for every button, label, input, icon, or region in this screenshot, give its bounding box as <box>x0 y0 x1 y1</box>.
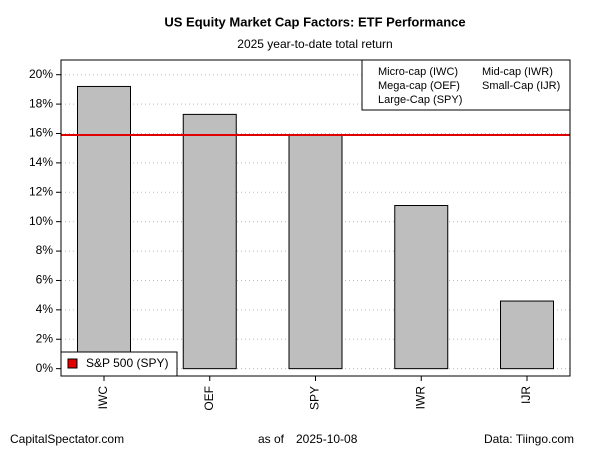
legend-label: S&P 500 (SPY) <box>86 356 169 370</box>
footer-as-of: as of <box>258 432 285 446</box>
legend-box <box>60 351 178 377</box>
y-tick-label: 0% <box>36 361 54 375</box>
y-tick-label: 4% <box>36 302 54 316</box>
legend-swatch <box>67 358 78 369</box>
footer-date: 2025-10-08 <box>296 432 358 446</box>
legend-note: Small-Cap (IJR) <box>482 80 560 92</box>
y-tick-label: 8% <box>36 243 54 257</box>
chart-title: US Equity Market Cap Factors: ETF Perfor… <box>164 14 465 29</box>
bar <box>77 85 131 370</box>
y-tick-label: 20% <box>29 67 53 81</box>
legend-note: Micro-cap (IWC) <box>378 66 458 78</box>
footer-data: Data: Tiingo.com <box>484 432 574 446</box>
x-tick-label: IJR <box>519 386 533 404</box>
y-tick-label: 14% <box>29 155 53 169</box>
y-tick-label: 12% <box>29 184 53 198</box>
bar <box>500 300 554 370</box>
chart-subtitle: 2025 year-to-date total return <box>237 37 392 51</box>
y-tick-label: 2% <box>36 331 54 345</box>
y-tick-label: 18% <box>29 96 53 110</box>
legend-box <box>361 59 571 111</box>
y-tick-label: 6% <box>36 273 54 287</box>
x-tick-label: OEF <box>202 386 216 411</box>
x-tick-label: IWR <box>413 386 427 410</box>
bar <box>394 205 449 370</box>
plot-frame <box>60 59 571 377</box>
legend-note: Large-Cap (SPY) <box>378 94 462 106</box>
y-tick-label: 16% <box>29 126 53 140</box>
bar <box>182 113 237 370</box>
footer-source: CapitalSpectator.com <box>10 432 124 446</box>
x-tick-label: SPY <box>308 386 322 410</box>
y-tick-label: 10% <box>29 214 53 228</box>
bar <box>288 134 343 370</box>
legend-note: Mid-cap (IWR) <box>482 66 553 78</box>
legend-note: Mega-cap (OEF) <box>378 80 460 92</box>
x-tick-label: IWC <box>96 386 110 410</box>
